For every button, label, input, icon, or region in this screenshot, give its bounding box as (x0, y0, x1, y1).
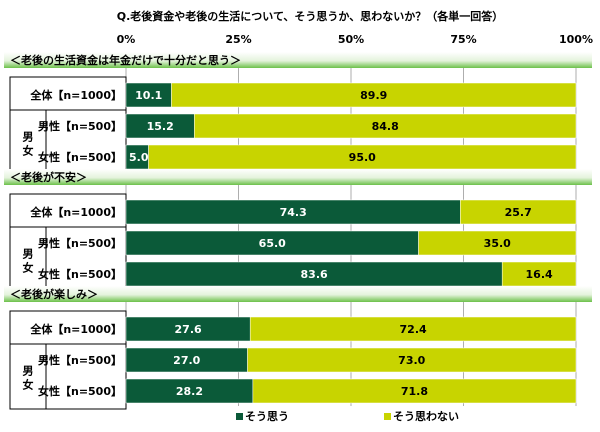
data-label: 27.0 (173, 354, 200, 367)
legend-label: そう思わない (393, 410, 459, 423)
group-side-label-2: 女 (23, 144, 34, 158)
data-label: 28.2 (176, 385, 203, 398)
labels: 0% 25% 50% 75% 100%＜老後の生活資金は年金だけで十分だと思う＞男女全体… (10, 33, 593, 423)
data-label: 27.6 (175, 323, 202, 336)
row-label: 男性【n=500】 (38, 119, 122, 133)
data-label: 83.6 (301, 268, 328, 281)
section-title: ＜老後が不安＞ (10, 170, 87, 184)
bar-disagree (148, 144, 577, 170)
row-label: 全体【n=1000】 (29, 88, 122, 102)
row-label: 全体【n=1000】 (29, 205, 122, 219)
section-band (4, 52, 592, 68)
bar-agree (125, 316, 251, 342)
bar-agree (125, 378, 254, 404)
legend-swatch (384, 413, 391, 420)
bar-disagree (249, 316, 577, 342)
group-side-label-1: 男 (23, 365, 34, 378)
group-side-label-1: 男 (23, 248, 34, 261)
bars (125, 82, 577, 420)
data-label: 72.4 (400, 323, 427, 336)
bar-disagree (171, 82, 577, 108)
data-label: 73.0 (398, 354, 425, 367)
row-label: 女性【n=500】 (38, 150, 122, 164)
bar-disagree (194, 113, 577, 139)
data-label: 95.0 (349, 151, 376, 164)
bar-agree (125, 347, 248, 373)
bar-disagree (501, 261, 577, 287)
row-label: 男性【n=500】 (38, 353, 122, 367)
data-label: 89.9 (360, 89, 387, 102)
bar-agree (125, 199, 461, 225)
group-side-label-2: 女 (23, 378, 34, 392)
chart-title: Q.老後資金や老後の生活について、そう思うか、思わないか？（各単一回答） (117, 9, 503, 23)
row-label: 女性【n=500】 (38, 267, 122, 281)
bar-disagree (460, 199, 577, 225)
row-label: 全体【n=1000】 (29, 322, 122, 336)
x-tick-label: 50% (338, 33, 364, 46)
row-label: 女性【n=500】 (38, 384, 122, 398)
x-tick-label: 25% (225, 33, 251, 46)
bar-disagree (247, 347, 577, 373)
bar-agree (125, 113, 195, 139)
legend-label: そう思う (245, 410, 289, 423)
bar-agree (125, 261, 503, 287)
gridlines (4, 52, 592, 410)
bar-agree (125, 230, 419, 256)
x-tick-label: 0% (117, 33, 136, 46)
data-label: 10.1 (135, 89, 162, 102)
data-label: 25.7 (505, 206, 532, 219)
group-side-label-2: 女 (23, 261, 34, 275)
data-label: 35.0 (484, 237, 511, 250)
section-title: ＜老後の生活資金は年金だけで十分だと思う＞ (10, 53, 241, 67)
data-label: 84.8 (372, 120, 399, 133)
section-title: ＜老後が楽しみ＞ (10, 287, 98, 301)
data-label: 5.0 (129, 151, 149, 164)
bar-disagree (252, 378, 577, 404)
section-band (4, 169, 592, 185)
x-tick-label: 75% (450, 33, 476, 46)
data-label: 16.4 (526, 268, 553, 281)
data-label: 15.2 (147, 120, 174, 133)
bar-disagree (418, 230, 577, 256)
bar-agree (125, 82, 172, 108)
legend-swatch (236, 413, 243, 420)
group-side-label-1: 男 (23, 131, 34, 144)
data-label: 65.0 (259, 237, 286, 250)
x-tick-label: 100% (559, 33, 593, 46)
data-label: 74.3 (280, 206, 307, 219)
row-label: 男性【n=500】 (38, 236, 122, 250)
section-band (4, 286, 592, 302)
data-label: 71.8 (401, 385, 428, 398)
